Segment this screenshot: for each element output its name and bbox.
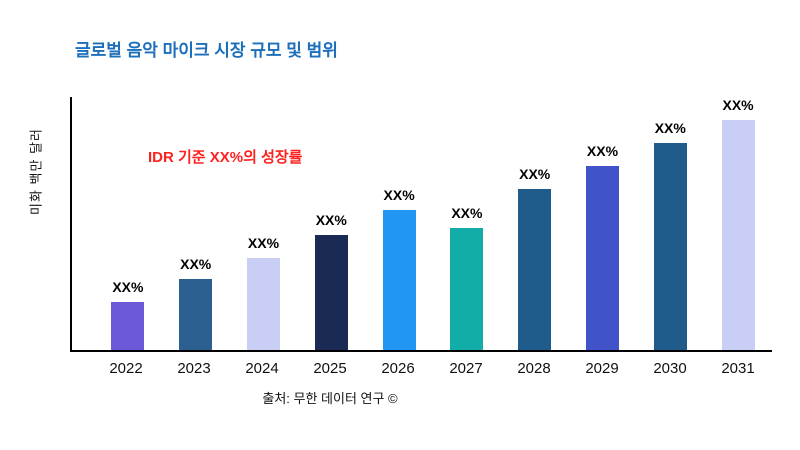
bar-2030 bbox=[653, 143, 687, 350]
bar-slot: XX% bbox=[230, 97, 298, 350]
bar-2025 bbox=[314, 235, 348, 350]
bar-2023 bbox=[179, 278, 213, 350]
bar-slot: XX% bbox=[94, 97, 162, 350]
bar-2024 bbox=[246, 258, 280, 350]
source-note: 출처: 무한 데이터 연구 © bbox=[262, 391, 398, 406]
bar-value-label: XX% bbox=[654, 120, 686, 136]
bar-2027 bbox=[450, 228, 484, 350]
bar-value-label: XX% bbox=[315, 212, 347, 228]
bar-2022 bbox=[111, 301, 145, 350]
bar-slot: XX% bbox=[297, 97, 365, 350]
bar-slot: XX% bbox=[636, 97, 704, 350]
bar-value-label: XX% bbox=[112, 278, 144, 295]
bar-value-label: XX% bbox=[586, 143, 619, 159]
x-tick-2027: 2027 bbox=[449, 360, 483, 377]
bar-2026 bbox=[382, 209, 416, 350]
bar-2031 bbox=[721, 120, 755, 350]
bar-slot: XX% bbox=[704, 97, 772, 350]
x-tick-2022: 2022 bbox=[109, 360, 143, 377]
bar-value-label: XX% bbox=[383, 186, 415, 203]
bar-slot: XX% bbox=[162, 97, 230, 350]
plot-area: XX% XX% XX% XX% XX% XX% XX% XX% XX% XX% bbox=[70, 97, 772, 352]
bar-2028 bbox=[518, 189, 552, 350]
x-tick-2023: 2023 bbox=[177, 360, 211, 377]
x-tick-2031: 2031 bbox=[721, 360, 755, 377]
x-tick-2025: 2025 bbox=[313, 360, 347, 377]
bar-value-label: XX% bbox=[722, 97, 754, 113]
bar-slot: XX% bbox=[569, 97, 637, 350]
bar-slot: XX% bbox=[501, 97, 569, 350]
x-tick-2030: 2030 bbox=[653, 360, 687, 377]
bar-2029 bbox=[585, 166, 619, 350]
bar-value-label: XX% bbox=[247, 235, 280, 251]
x-tick-2029: 2029 bbox=[585, 360, 619, 377]
bar-value-label: XX% bbox=[519, 166, 551, 182]
y-axis-label: 미화 백만 달러 bbox=[28, 128, 44, 215]
bar-slot: XX% bbox=[365, 97, 433, 350]
bar-series: XX% XX% XX% XX% XX% XX% XX% XX% XX% XX% bbox=[72, 97, 772, 350]
bar-value-label: XX% bbox=[180, 255, 212, 272]
chart-title: 글로벌 음악 마이크 시장 규모 및 범위 bbox=[75, 41, 338, 60]
growth-rate-annotation: IDR 기준 XX%의 성장률 bbox=[148, 149, 303, 166]
x-tick-2028: 2028 bbox=[517, 360, 551, 377]
bar-slot: XX% bbox=[433, 97, 501, 350]
x-tick-2024: 2024 bbox=[245, 360, 279, 377]
x-axis-ticks: 2022 2023 2024 2025 2026 2027 2028 2029 2030 2031 bbox=[70, 360, 772, 377]
bar-value-label: XX% bbox=[451, 205, 483, 222]
x-tick-2026: 2026 bbox=[381, 360, 415, 377]
